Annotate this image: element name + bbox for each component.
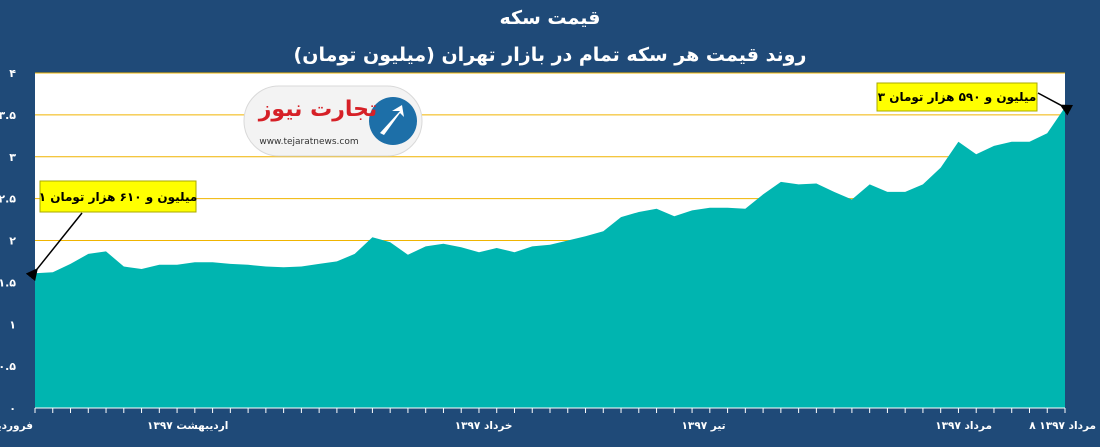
y-axis-ticks: ۰ ۰.۵ ۱ ۱.۵ ۲ ۲.۵ ۳ ۳.۵ ۴	[0, 67, 16, 415]
x-axis-ticks: فروردین ۱۳۹۷ اردیبهشت ۱۳۹۷ خرداد ۱۳۹۷ تیر ۱…	[0, 407, 1096, 432]
chart-title: قیمت سکه	[500, 7, 601, 29]
y-tick-label: ۱	[9, 318, 16, 331]
x-tick-label: خرداد ۱۳۹۷	[455, 420, 513, 432]
annotation-end-text: ۳ میلیون و ۵۹۰ هزار تومان	[878, 90, 1037, 105]
y-tick-label: ۱.۵	[0, 276, 16, 289]
x-tick-label: فروردین ۱۳۹۷	[0, 420, 33, 432]
chart-subtitle: روند قیمت هر سکه تمام در بازار تهران (می…	[294, 44, 807, 66]
logo-name: تجارت نیوز	[258, 97, 378, 122]
annotation-end: ۳ میلیون و ۵۹۰ هزار تومان	[876, 82, 1074, 116]
annotation-start-arrow	[25, 212, 83, 282]
y-tick-label: ۲	[9, 235, 16, 248]
y-tick-label: ۰.۵	[0, 360, 16, 373]
y-tick-label: ۰	[9, 402, 16, 415]
annotation-end-arrow	[1037, 92, 1074, 116]
annotation-end-box	[876, 82, 1038, 112]
annotation-start-text: ۱ میلیون و ۶۱۰ هزار تومان	[39, 190, 198, 205]
x-tick-label: مرداد ۱۳۹۷	[935, 420, 992, 432]
y-tick-label: ۲.۵	[0, 193, 16, 206]
price-area	[35, 107, 1065, 409]
x-tick-label: تیر ۱۳۹۷	[682, 420, 726, 432]
x-tick-label: ۸ مرداد ۱۳۹۷	[1029, 420, 1096, 432]
x-tick-label: اردیبهشت ۱۳۹۷	[147, 420, 228, 432]
y-tick-label: ۳.۵	[0, 109, 16, 122]
y-tick-label: ۳	[9, 151, 16, 164]
annotation-start: ۱ میلیون و ۶۱۰ هزار تومان	[25, 180, 198, 282]
y-tick-label: ۴	[9, 67, 16, 80]
annotation-start-box	[39, 180, 197, 213]
logo-arrow-icon	[380, 105, 404, 135]
logo-url: www.tejaratnews.com	[259, 137, 358, 147]
tejaratnews-logo: تجارت نیوز www.tejaratnews.com	[243, 85, 423, 157]
